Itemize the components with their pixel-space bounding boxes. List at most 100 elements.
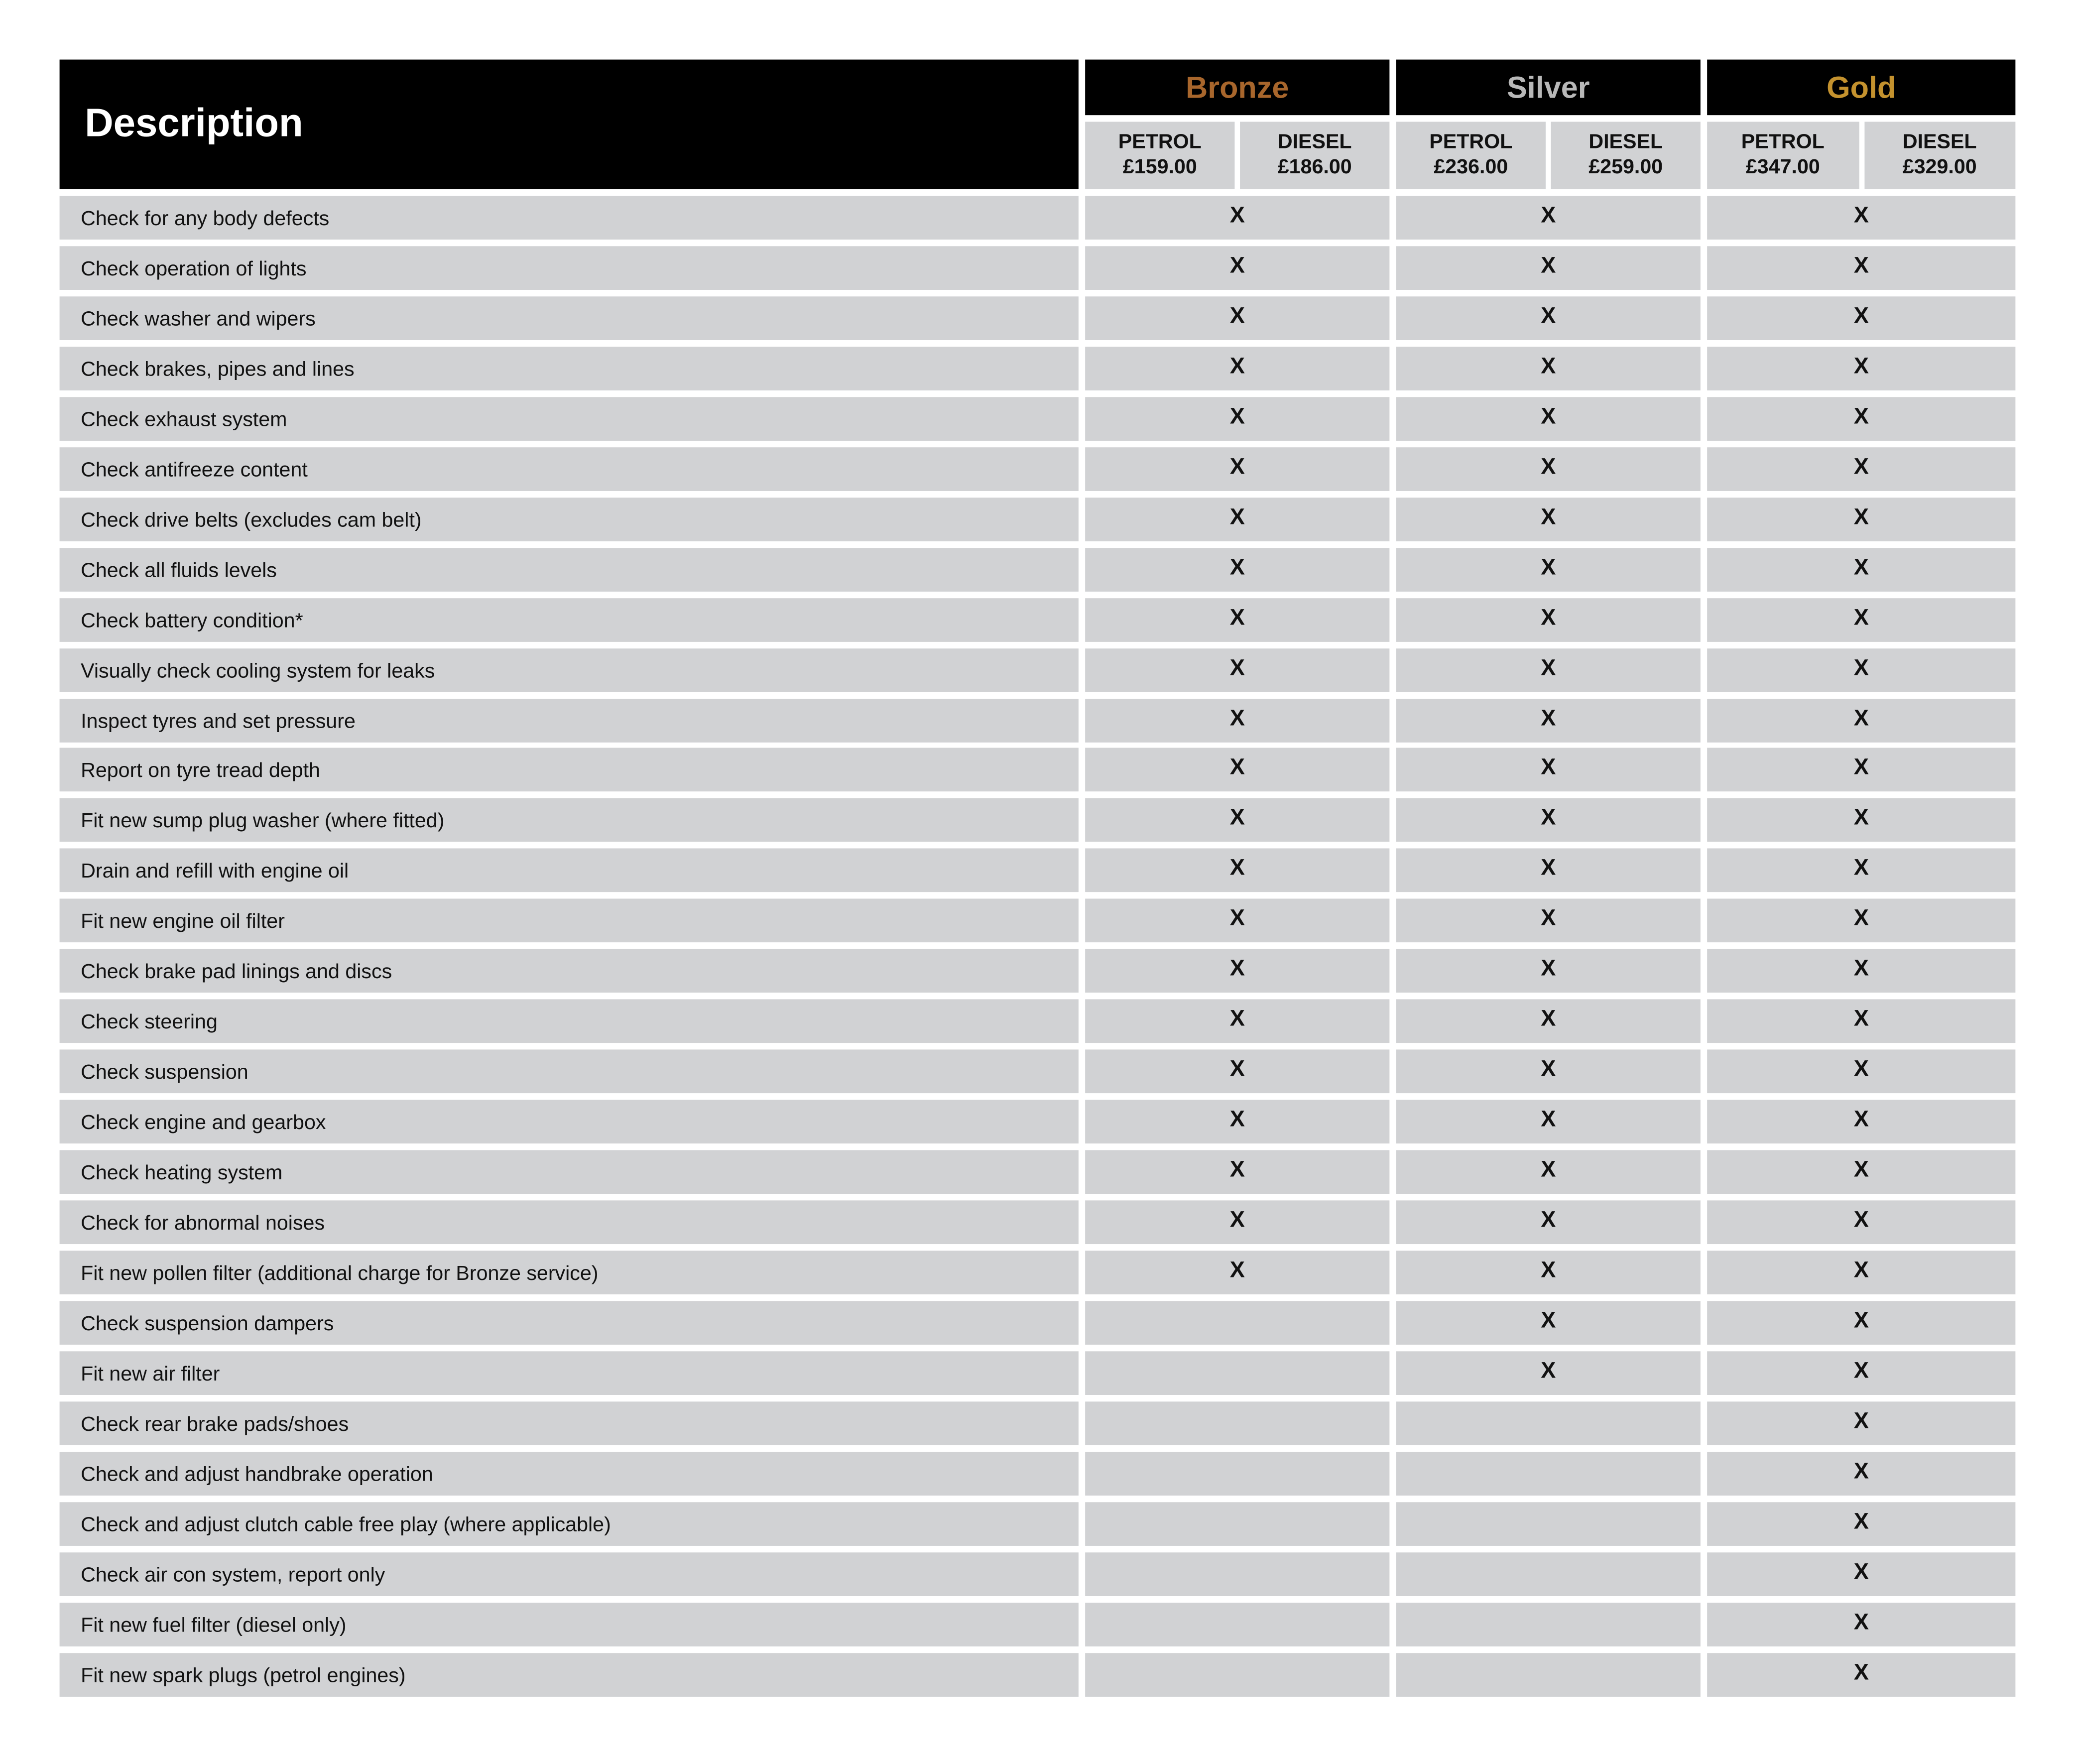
gold-check-cell: X: [1707, 1200, 2016, 1245]
check-mark-icon: X: [1541, 1257, 1556, 1282]
row-description: Check washer and wipers: [59, 296, 1079, 340]
row-description: Check operation of lights: [59, 246, 1079, 290]
gold-check-cell: X: [1707, 899, 2016, 943]
silver-check-cell: X: [1396, 346, 1701, 390]
silver-check-cell: [1396, 1401, 1701, 1445]
gold-check-cell: X: [1707, 1251, 2016, 1294]
gold-check-cell: X: [1707, 1552, 2016, 1596]
gold-check-cell: X: [1707, 396, 2016, 441]
check-mark-icon: X: [1541, 1207, 1556, 1233]
silver-check-cell: [1396, 1652, 1701, 1696]
silver-diesel-header: DIESEL £259.00: [1551, 122, 1701, 190]
row-description: Check air con system, report only: [59, 1552, 1079, 1596]
check-mark-icon: X: [1853, 1659, 1869, 1684]
petrol-price: £347.00: [1745, 156, 1820, 179]
check-mark-icon: X: [1541, 604, 1556, 630]
row-description: Check all fluids levels: [59, 547, 1079, 591]
check-mark-icon: X: [1853, 1609, 1869, 1634]
silver-check-cell: X: [1396, 1351, 1701, 1395]
row-description: Check for abnormal noises: [59, 1200, 1079, 1245]
check-mark-icon: X: [1541, 705, 1556, 730]
bronze-check-cell: X: [1085, 1049, 1390, 1094]
description-header: Description: [59, 59, 1079, 190]
bronze-check-cell: X: [1085, 1100, 1390, 1144]
row-description: Check antifreeze content: [59, 447, 1079, 491]
check-mark-icon: X: [1541, 956, 1556, 981]
bronze-check-cell: X: [1085, 899, 1390, 943]
check-mark-icon: X: [1229, 855, 1245, 881]
check-mark-icon: X: [1229, 905, 1245, 931]
row-description: Fit new spark plugs (petrol engines): [59, 1652, 1079, 1696]
gold-check-cell: X: [1707, 296, 2016, 340]
row-description: Check and adjust clutch cable free play …: [59, 1502, 1079, 1546]
check-mark-icon: X: [1229, 1056, 1245, 1082]
silver-tier-header: Silver: [1396, 59, 1701, 116]
check-mark-icon: X: [1853, 604, 1869, 630]
check-mark-icon: X: [1229, 604, 1245, 630]
gold-check-cell: X: [1707, 1502, 2016, 1546]
gold-check-cell: X: [1707, 1301, 2016, 1345]
check-mark-icon: X: [1853, 1207, 1869, 1233]
row-description: Check battery condition*: [59, 598, 1079, 641]
check-mark-icon: X: [1541, 252, 1556, 278]
gold-check-cell: X: [1707, 748, 2016, 792]
bronze-tier-header: Bronze: [1085, 59, 1390, 116]
silver-check-cell: X: [1396, 1251, 1701, 1294]
check-mark-icon: X: [1229, 654, 1245, 680]
check-mark-icon: X: [1541, 453, 1556, 479]
check-mark-icon: X: [1229, 1207, 1245, 1233]
bronze-check-cell: X: [1085, 598, 1390, 641]
check-mark-icon: X: [1853, 353, 1869, 378]
check-mark-icon: X: [1853, 1558, 1869, 1584]
gold-check-cell: X: [1707, 698, 2016, 742]
check-mark-icon: X: [1229, 554, 1245, 580]
row-description: Fit new engine oil filter: [59, 899, 1079, 943]
row-description: Check engine and gearbox: [59, 1100, 1079, 1144]
bronze-check-cell: X: [1085, 647, 1390, 692]
bronze-check-cell: X: [1085, 547, 1390, 591]
silver-check-cell: X: [1396, 899, 1701, 943]
silver-check-cell: X: [1396, 396, 1701, 441]
check-mark-icon: X: [1229, 1106, 1245, 1132]
gold-tier-header: Gold: [1707, 59, 2016, 116]
check-mark-icon: X: [1541, 1006, 1556, 1031]
check-mark-icon: X: [1853, 403, 1869, 429]
check-mark-icon: X: [1853, 202, 1869, 228]
check-mark-icon: X: [1853, 1508, 1869, 1534]
check-mark-icon: X: [1229, 1006, 1245, 1031]
bronze-petrol-header: PETROL £159.00: [1085, 122, 1235, 190]
check-mark-icon: X: [1541, 554, 1556, 580]
bronze-diesel-header: DIESEL £186.00: [1240, 122, 1390, 190]
check-mark-icon: X: [1853, 1358, 1869, 1383]
check-mark-icon: X: [1853, 554, 1869, 580]
gold-check-cell: X: [1707, 798, 2016, 843]
bronze-check-cell: [1085, 1652, 1390, 1696]
silver-check-cell: X: [1396, 447, 1701, 491]
bronze-check-cell: X: [1085, 396, 1390, 441]
bronze-check-cell: X: [1085, 698, 1390, 742]
silver-petrol-header: PETROL £236.00: [1396, 122, 1546, 190]
gold-check-cell: X: [1707, 447, 2016, 491]
check-mark-icon: X: [1541, 654, 1556, 680]
silver-check-cell: [1396, 1451, 1701, 1496]
check-mark-icon: X: [1853, 956, 1869, 981]
bronze-check-cell: X: [1085, 1150, 1390, 1194]
bronze-check-cell: [1085, 1351, 1390, 1395]
check-mark-icon: X: [1853, 303, 1869, 328]
silver-check-cell: X: [1396, 647, 1701, 692]
check-mark-icon: X: [1229, 504, 1245, 529]
gold-check-cell: X: [1707, 1401, 2016, 1445]
check-mark-icon: X: [1541, 905, 1556, 931]
petrol-price: £236.00: [1434, 156, 1508, 179]
silver-check-cell: X: [1396, 296, 1701, 340]
diesel-label: DIESEL: [1588, 131, 1663, 154]
gold-check-cell: X: [1707, 849, 2016, 893]
check-mark-icon: X: [1541, 855, 1556, 881]
row-description: Check heating system: [59, 1150, 1079, 1194]
check-mark-icon: X: [1229, 1156, 1245, 1182]
gold-check-cell: X: [1707, 949, 2016, 993]
diesel-label: DIESEL: [1902, 131, 1977, 154]
row-description: Check for any body defects: [59, 196, 1079, 240]
bronze-check-cell: X: [1085, 447, 1390, 491]
